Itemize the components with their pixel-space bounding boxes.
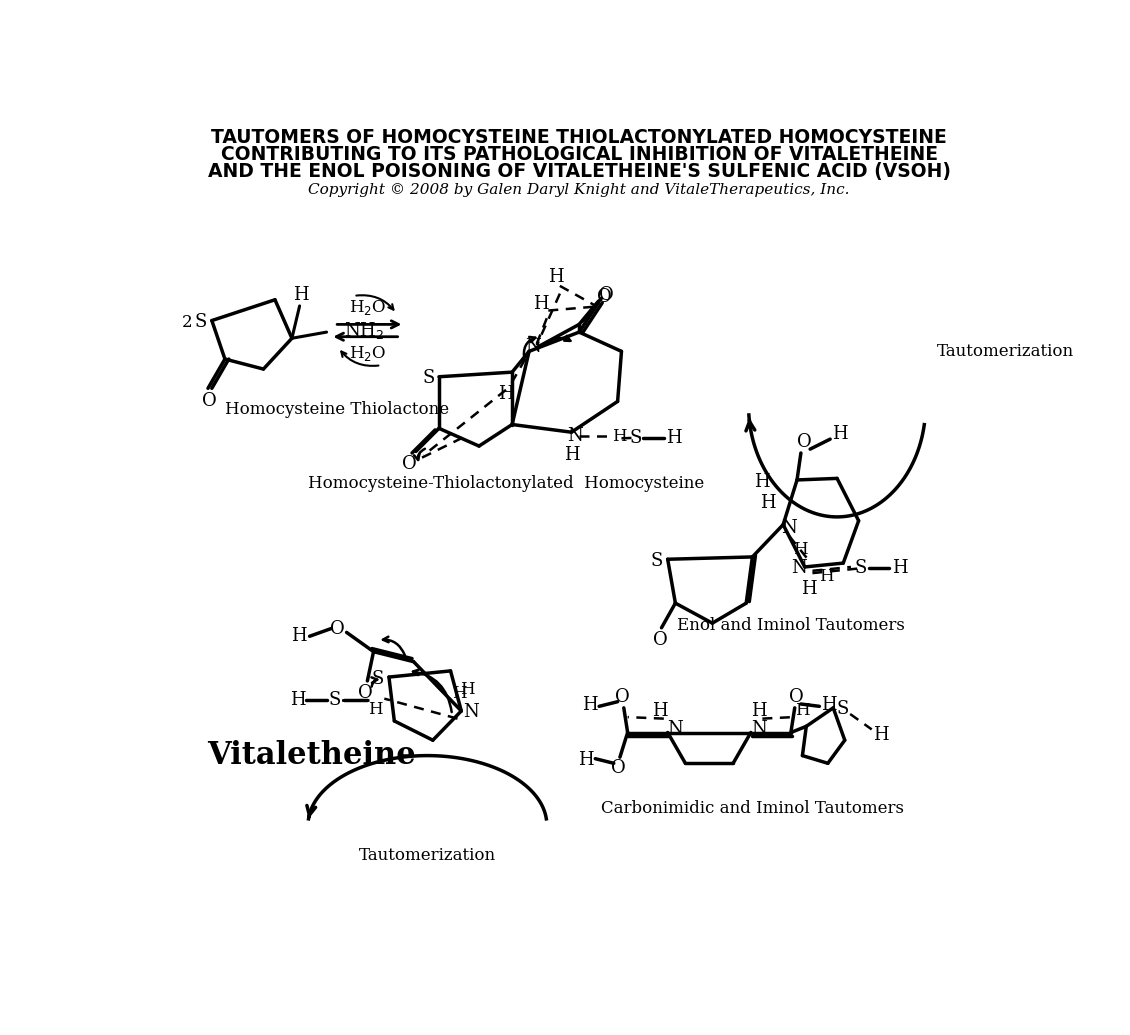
Text: H: H: [892, 560, 907, 578]
Text: O: O: [653, 631, 668, 649]
Text: H: H: [292, 627, 306, 645]
Text: H$_2$O: H$_2$O: [349, 345, 386, 363]
Text: N: N: [567, 427, 583, 445]
Text: H: H: [652, 702, 668, 720]
Text: H: H: [582, 696, 598, 714]
Text: Copyright © 2008 by Galen Daryl Knight and VitaleTherapeutics, Inc.: Copyright © 2008 by Galen Daryl Knight a…: [308, 183, 850, 197]
Text: Tautomerization: Tautomerization: [359, 848, 496, 864]
Text: H$_2$O: H$_2$O: [349, 298, 386, 317]
Text: O: O: [402, 454, 417, 473]
Text: H: H: [579, 751, 594, 769]
Text: Enol and Iminol Tautomers: Enol and Iminol Tautomers: [677, 617, 905, 634]
Text: Homocysteine Thiolactone: Homocysteine Thiolactone: [225, 402, 449, 418]
Text: O: O: [597, 288, 612, 305]
Text: O: O: [202, 391, 217, 410]
Text: S: S: [421, 369, 434, 387]
Text: H: H: [819, 567, 834, 585]
Text: H: H: [754, 473, 770, 492]
Text: S: S: [836, 701, 849, 718]
Text: S: S: [629, 428, 642, 446]
Text: H: H: [452, 685, 467, 703]
Text: N: N: [525, 338, 541, 356]
Text: H: H: [564, 446, 580, 465]
Text: H: H: [832, 424, 848, 443]
Text: H: H: [796, 703, 810, 719]
Text: H: H: [750, 702, 766, 720]
Text: 2: 2: [182, 314, 192, 330]
Text: AND THE ENOL POISONING OF VITALETHEINE'S SULFENIC ACID (VSOH): AND THE ENOL POISONING OF VITALETHEINE'S…: [208, 161, 950, 181]
Text: O: O: [599, 286, 614, 304]
Text: H: H: [820, 696, 836, 714]
Text: Carbonimidic and Iminol Tautomers: Carbonimidic and Iminol Tautomers: [601, 800, 904, 818]
Text: O: O: [789, 688, 803, 706]
Text: N: N: [668, 719, 684, 738]
Text: TAUTOMERS OF HOMOCYSTEINE THIOLACTONYLATED HOMOCYSTEINE: TAUTOMERS OF HOMOCYSTEINE THIOLACTONYLAT…: [211, 128, 947, 147]
Text: O: O: [330, 620, 345, 638]
Text: N: N: [791, 560, 807, 578]
Text: O: O: [615, 688, 629, 706]
Text: H: H: [460, 681, 475, 698]
Text: H: H: [666, 428, 681, 446]
Text: H: H: [801, 580, 816, 597]
Text: CONTRIBUTING TO ITS PATHOLOGICAL INHIBITION OF VITALETHEINE: CONTRIBUTING TO ITS PATHOLOGICAL INHIBIT…: [220, 145, 938, 164]
Text: H: H: [611, 427, 626, 445]
Text: N: N: [750, 719, 766, 738]
Text: S: S: [372, 670, 384, 687]
Text: Homocysteine-Thiolactonylated  Homocysteine: Homocysteine-Thiolactonylated Homocystei…: [307, 475, 704, 492]
Text: H: H: [760, 494, 775, 512]
Text: H: H: [793, 540, 808, 558]
Text: H: H: [873, 726, 889, 744]
Text: H: H: [548, 268, 564, 286]
Text: O: O: [358, 684, 373, 702]
Text: Tautomerization: Tautomerization: [937, 343, 1075, 360]
Text: H: H: [367, 701, 382, 718]
Text: N: N: [462, 704, 478, 721]
Text: S: S: [329, 691, 341, 709]
Text: NH$_2$: NH$_2$: [345, 320, 384, 342]
Text: S: S: [651, 552, 663, 570]
Text: O: O: [611, 759, 626, 777]
Text: H: H: [290, 691, 306, 709]
Text: N: N: [782, 520, 797, 537]
Text: S: S: [194, 314, 207, 331]
Text: H: H: [533, 295, 548, 314]
Text: H: H: [294, 286, 308, 304]
Text: O: O: [798, 434, 812, 451]
Text: Vitaletheine: Vitaletheine: [207, 740, 416, 771]
Text: S: S: [854, 560, 867, 578]
Text: H: H: [498, 385, 514, 403]
